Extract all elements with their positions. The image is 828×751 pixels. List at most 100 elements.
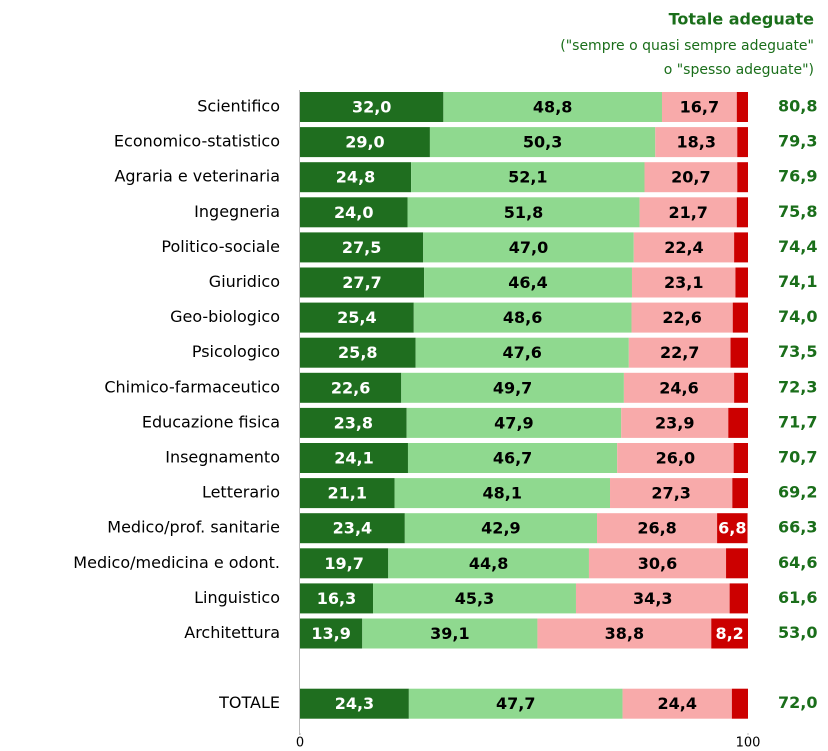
bar-segment <box>407 443 618 473</box>
data-label: 32,0 <box>352 98 391 117</box>
total-label: 66,3 <box>778 518 817 537</box>
data-label: 22,7 <box>660 343 699 362</box>
data-label: 51,8 <box>504 203 543 222</box>
bar-segment <box>623 372 735 403</box>
bar-segment <box>300 302 414 333</box>
total-label: 72,0 <box>778 693 817 712</box>
bar-segment <box>388 548 589 579</box>
data-label: 24,4 <box>657 694 696 713</box>
data-label: 47,6 <box>502 343 541 362</box>
bar-segment <box>411 162 645 193</box>
category-label: Giuridico <box>209 272 280 291</box>
bar-segment <box>621 407 729 438</box>
chart-title: Totale adeguate <box>669 10 815 29</box>
total-label: 74,1 <box>778 272 817 291</box>
bar-segment <box>429 127 656 158</box>
data-label: 21,1 <box>328 484 367 503</box>
data-label: 25,8 <box>338 343 377 362</box>
total-label: 79,3 <box>778 132 817 151</box>
bar-segment <box>373 583 576 614</box>
data-label: 22,6 <box>331 378 370 397</box>
bar-segment <box>394 478 611 509</box>
bar-segment <box>735 267 748 298</box>
data-label: 48,6 <box>503 308 542 327</box>
data-label: 22,6 <box>662 308 701 327</box>
bar-segment <box>731 688 748 719</box>
data-label: 39,1 <box>430 624 469 643</box>
data-label: 48,8 <box>533 98 572 117</box>
bar-segment <box>424 267 632 298</box>
bar-segment <box>413 302 632 333</box>
bar-segment <box>537 618 712 649</box>
total-label: 73,5 <box>778 342 817 361</box>
bar-segment <box>737 162 748 193</box>
category-label: Educazione fisica <box>142 412 280 431</box>
bar-segment <box>732 478 748 509</box>
x-tick-label: 0 <box>296 736 304 751</box>
data-label: 24,0 <box>334 203 373 222</box>
data-label: 27,7 <box>342 273 381 292</box>
data-label: 23,4 <box>333 519 372 538</box>
bar-segment <box>610 478 733 509</box>
total-label: 74,4 <box>778 237 817 256</box>
bar-segment <box>734 372 748 403</box>
total-label: 53,0 <box>778 623 817 642</box>
subtitle: o "spesso adeguate") <box>664 62 814 78</box>
bar-segment <box>597 513 718 544</box>
data-label: 50,3 <box>523 133 562 152</box>
bar-segment <box>300 127 430 158</box>
bar-segment <box>737 127 748 158</box>
data-label: 26,0 <box>656 449 695 468</box>
data-label: 48,1 <box>483 484 522 503</box>
data-label: 25,4 <box>337 308 376 327</box>
bar-segment <box>404 513 598 544</box>
data-label: 47,7 <box>496 694 535 713</box>
bar-segment <box>300 478 395 509</box>
data-label: 24,1 <box>334 449 373 468</box>
data-label: 46,7 <box>493 449 532 468</box>
data-label: 23,9 <box>655 413 694 432</box>
bar-segment <box>717 513 748 544</box>
bar-segment <box>617 443 734 473</box>
category-label: Linguistico <box>194 588 280 607</box>
category-label: Medico/medicina e odont. <box>73 553 280 572</box>
bar-segment <box>406 407 622 438</box>
bar-segment <box>734 232 748 263</box>
bar-segment <box>300 583 374 614</box>
bar-segment <box>300 267 425 298</box>
bar-segment <box>639 197 737 228</box>
total-label: 71,7 <box>778 412 817 431</box>
data-label: 13,9 <box>311 624 350 643</box>
total-label: 64,6 <box>778 553 817 572</box>
data-label: 45,3 <box>455 589 494 608</box>
bar-segment <box>415 337 629 368</box>
data-label: 30,6 <box>638 554 677 573</box>
data-label: 24,6 <box>659 378 698 397</box>
category-label: Ingegneria <box>194 202 280 221</box>
category-label: Architettura <box>184 623 280 642</box>
x-tick-label: 100 <box>736 736 761 751</box>
total-label: 70,7 <box>778 448 817 467</box>
bar-segment <box>423 232 634 263</box>
bar-segment <box>575 583 730 614</box>
data-label: 22,4 <box>664 238 703 257</box>
bar-segment <box>300 443 408 473</box>
bar-segment <box>300 197 408 228</box>
bar-segment <box>443 92 662 122</box>
data-label: 24,8 <box>336 168 375 187</box>
data-label: 23,1 <box>664 273 703 292</box>
data-label: 8,2 <box>715 624 743 643</box>
total-label: 80,8 <box>778 97 817 116</box>
bar-segment <box>362 618 538 649</box>
bar-segment <box>300 618 363 649</box>
category-label: Economico-statistico <box>114 132 280 151</box>
data-label: 23,8 <box>334 413 373 432</box>
total-label: 74,0 <box>778 307 817 326</box>
bar-segment <box>300 337 416 368</box>
data-label: 47,0 <box>509 238 548 257</box>
data-label: 16,7 <box>680 98 719 117</box>
data-label: 24,3 <box>335 694 374 713</box>
bar-segment <box>408 688 623 719</box>
data-label: 18,3 <box>677 133 716 152</box>
